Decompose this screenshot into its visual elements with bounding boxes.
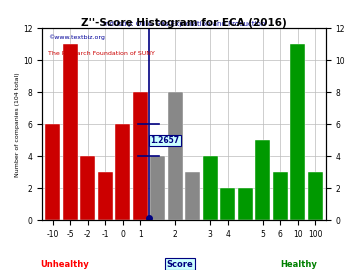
- Bar: [63, 45, 77, 220]
- Bar: [290, 45, 305, 220]
- Bar: [168, 92, 183, 220]
- Text: Score: Score: [167, 260, 193, 269]
- Bar: [308, 172, 323, 220]
- Text: ©www.textbiz.org: ©www.textbiz.org: [48, 34, 105, 40]
- Bar: [133, 92, 148, 220]
- Text: 1.2657: 1.2657: [150, 136, 179, 145]
- Bar: [238, 188, 253, 220]
- Text: Unhealthy: Unhealthy: [40, 260, 89, 269]
- Y-axis label: Number of companies (104 total): Number of companies (104 total): [15, 72, 20, 177]
- Text: Healthy: Healthy: [280, 260, 317, 269]
- Bar: [98, 172, 113, 220]
- Bar: [115, 124, 130, 220]
- Bar: [220, 188, 235, 220]
- Bar: [45, 124, 60, 220]
- Bar: [185, 172, 200, 220]
- Text: Industry: Oil & Gas Exploration and Production: Industry: Oil & Gas Exploration and Prod…: [103, 21, 265, 26]
- Text: The Research Foundation of SUNY: The Research Foundation of SUNY: [48, 52, 155, 56]
- Bar: [273, 172, 288, 220]
- Bar: [80, 156, 95, 220]
- Bar: [255, 140, 270, 220]
- Bar: [150, 156, 165, 220]
- Title: Z''-Score Histogram for ECA (2016): Z''-Score Histogram for ECA (2016): [81, 18, 287, 28]
- Bar: [203, 156, 217, 220]
